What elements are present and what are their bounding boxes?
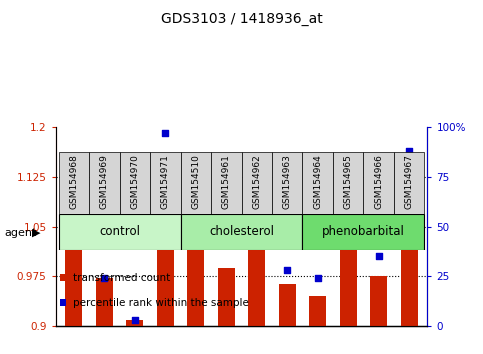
Point xyxy=(70,184,78,190)
Text: GSM154961: GSM154961 xyxy=(222,154,231,209)
Text: percentile rank within the sample: percentile rank within the sample xyxy=(73,298,249,308)
Point xyxy=(192,194,199,200)
Bar xyxy=(157,167,174,326)
Text: GDS3103 / 1418936_at: GDS3103 / 1418936_at xyxy=(161,12,322,27)
Text: GSM154971: GSM154971 xyxy=(161,154,170,209)
Point xyxy=(405,148,413,154)
Bar xyxy=(127,320,143,326)
Bar xyxy=(248,220,265,326)
Text: cholesterol: cholesterol xyxy=(209,225,274,238)
Point xyxy=(161,131,169,136)
Point xyxy=(314,275,322,281)
Text: GSM154964: GSM154964 xyxy=(313,154,322,209)
FancyBboxPatch shape xyxy=(302,152,333,214)
FancyBboxPatch shape xyxy=(363,152,394,214)
Point xyxy=(253,188,261,194)
Text: GSM154966: GSM154966 xyxy=(374,154,383,209)
Point xyxy=(222,232,230,237)
Text: GSM154968: GSM154968 xyxy=(70,154,78,209)
Text: GSM154967: GSM154967 xyxy=(405,154,413,209)
FancyBboxPatch shape xyxy=(181,152,211,214)
Text: GSM154962: GSM154962 xyxy=(252,154,261,209)
Point xyxy=(284,267,291,273)
FancyBboxPatch shape xyxy=(58,152,89,214)
Text: GSM154970: GSM154970 xyxy=(130,154,139,209)
Bar xyxy=(370,276,387,326)
Bar xyxy=(279,284,296,326)
FancyBboxPatch shape xyxy=(58,214,181,250)
FancyBboxPatch shape xyxy=(120,152,150,214)
FancyBboxPatch shape xyxy=(181,214,302,250)
FancyBboxPatch shape xyxy=(242,152,272,214)
FancyBboxPatch shape xyxy=(150,152,181,214)
Text: GSM154965: GSM154965 xyxy=(344,154,353,209)
FancyBboxPatch shape xyxy=(211,152,242,214)
Bar xyxy=(218,268,235,326)
Bar xyxy=(309,296,326,326)
Text: phenobarbital: phenobarbital xyxy=(322,225,405,238)
Bar xyxy=(96,278,113,326)
Bar xyxy=(401,167,417,326)
Bar xyxy=(340,217,356,326)
Text: GSM154969: GSM154969 xyxy=(100,154,109,209)
FancyBboxPatch shape xyxy=(394,152,425,214)
FancyBboxPatch shape xyxy=(89,152,120,214)
Point xyxy=(344,164,352,170)
Bar xyxy=(187,227,204,326)
FancyBboxPatch shape xyxy=(272,152,302,214)
Text: GSM154510: GSM154510 xyxy=(191,154,200,209)
Text: GSM154963: GSM154963 xyxy=(283,154,292,209)
Bar xyxy=(66,250,82,326)
Text: transformed count: transformed count xyxy=(73,273,170,283)
Point xyxy=(131,317,139,322)
Point xyxy=(375,253,383,259)
FancyBboxPatch shape xyxy=(333,152,363,214)
Text: agent: agent xyxy=(5,228,37,238)
Text: ▶: ▶ xyxy=(32,228,41,238)
Point xyxy=(100,275,108,281)
Text: control: control xyxy=(99,225,140,238)
FancyBboxPatch shape xyxy=(302,214,425,250)
